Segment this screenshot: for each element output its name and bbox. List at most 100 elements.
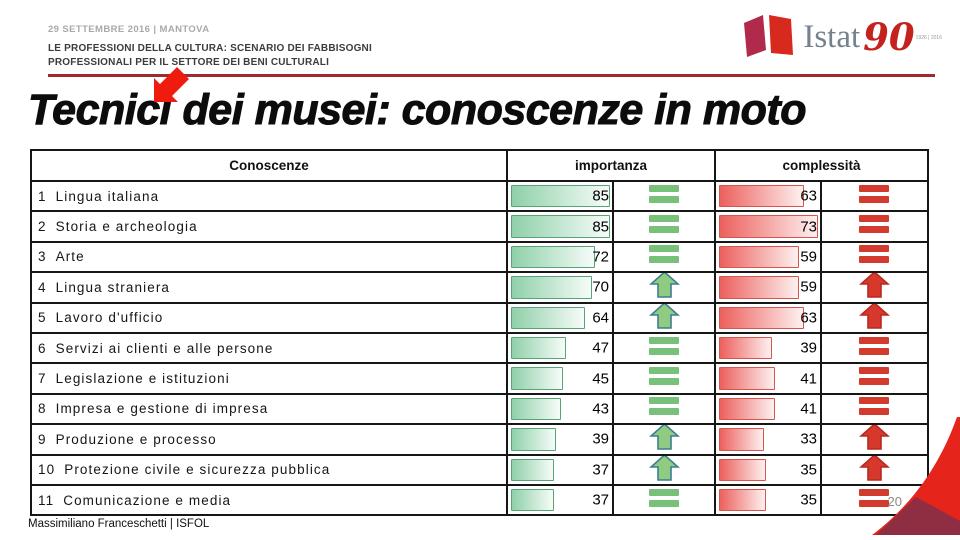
arrow-up-icon	[648, 273, 680, 301]
importanza-bar-cell: 45	[506, 364, 612, 393]
arrow-up-icon	[648, 425, 680, 453]
table-row: 9 Produzione e processo 39 33	[32, 423, 927, 454]
knowledge-name-cell: 2 Storia e archeologia	[32, 212, 506, 240]
importanza-bar-cell: 47	[506, 333, 612, 363]
knowledge-label: Impresa e gestione di impresa	[55, 401, 269, 417]
corner-decoration	[860, 417, 960, 540]
presentation-subtitle: LE PROFESSIONI DELLA CULTURA: SCENARIO D…	[48, 42, 372, 69]
istat-anniversary-years: 1926 | 2016	[915, 34, 942, 41]
equals-icon	[858, 213, 891, 240]
down-left-arrow-icon	[146, 64, 198, 113]
importanza-value: 45	[592, 370, 609, 388]
row-rank: 10	[38, 462, 56, 478]
complessita-bar	[719, 488, 767, 512]
importanza-trend-cell	[612, 425, 714, 454]
table-row: 5 Lavoro d'ufficio 64 63	[32, 301, 927, 332]
complessita-value: 39	[800, 339, 817, 357]
complessita-bar	[719, 397, 775, 421]
subtitle-line-2: PROFESSIONALI PER IL SETTORE DEI BENI CU…	[48, 56, 330, 68]
complessita-bar-cell: 35	[714, 455, 820, 484]
author-footer: Massimiliano Franceschetti | ISFOL	[28, 518, 210, 530]
complessita-bar-cell: 59	[714, 242, 820, 272]
complessita-value: 63	[800, 187, 817, 205]
importanza-trend-cell	[612, 333, 714, 363]
importanza-bar	[511, 336, 566, 360]
importanza-bar	[511, 245, 595, 269]
complessita-trend-cell	[820, 182, 927, 211]
complessita-bar-cell: 63	[714, 182, 820, 211]
istat-logo-text: Istat	[803, 19, 861, 55]
istat-books-icon	[742, 12, 798, 63]
row-rank: 6	[38, 340, 47, 356]
complessita-bar	[719, 306, 805, 329]
knowledge-label: Legislazione e istituzioni	[55, 371, 230, 387]
complessita-trend-cell	[820, 455, 927, 484]
table-header-row: Conoscenze importanza complessità	[32, 151, 927, 180]
complessita-bar-cell: 41	[714, 394, 820, 424]
knowledge-label: Protezione civile e sicurezza pubblica	[64, 462, 331, 478]
importanza-bar	[511, 215, 610, 238]
complessita-trend-cell	[820, 242, 927, 272]
complessita-bar-cell: 63	[714, 303, 820, 332]
complessita-bar-cell: 33	[714, 425, 820, 454]
equals-icon	[648, 487, 681, 514]
importanza-value: 37	[592, 461, 609, 479]
importanza-trend-cell	[612, 303, 714, 332]
importanza-value: 37	[592, 491, 609, 509]
arrow-up-icon	[858, 425, 891, 453]
importanza-bar	[511, 185, 610, 208]
complessita-value: 41	[800, 370, 817, 388]
importanza-bar-cell: 37	[506, 455, 612, 484]
equals-icon	[648, 213, 681, 240]
importanza-bar	[511, 488, 555, 512]
complessita-trend-cell	[820, 273, 927, 302]
importanza-bar	[511, 367, 564, 390]
complessita-trend-cell	[820, 212, 927, 241]
complessita-trend-cell	[820, 333, 927, 363]
row-rank: 5	[38, 310, 47, 326]
header-meta: 29 SETTEMBRE 2016 | MANTOVA LE PROFESSIO…	[48, 24, 372, 69]
table-row: 11 Comunicazione e media 37 35	[32, 483, 927, 515]
column-header-complessita: complessità	[714, 151, 927, 180]
knowledge-name-cell: 4 Lingua straniera	[32, 273, 506, 301]
row-rank: 7	[38, 371, 47, 387]
equals-icon	[858, 243, 891, 270]
table-row: 3 Arte 72 59	[32, 240, 927, 272]
complessita-value: 33	[800, 430, 817, 448]
equals-icon	[648, 183, 681, 210]
knowledge-table: Conoscenze importanza complessità 1 Lingu…	[30, 149, 929, 517]
importanza-bar-cell: 64	[506, 303, 612, 332]
importanza-bar-cell: 85	[506, 212, 612, 241]
equals-icon	[858, 365, 891, 392]
knowledge-name-cell: 8 Impresa e gestione di impresa	[32, 395, 506, 423]
importanza-trend-cell	[612, 273, 714, 302]
complessita-bar	[719, 367, 775, 390]
complessita-bar	[719, 185, 805, 208]
table-row: 1 Lingua italiana 85 63	[32, 180, 927, 211]
importanza-bar-cell: 85	[506, 182, 612, 211]
equals-icon	[648, 365, 681, 392]
row-rank: 9	[38, 431, 47, 447]
importanza-value: 39	[592, 430, 609, 448]
arrow-up-icon	[858, 273, 891, 301]
importanza-trend-cell	[612, 394, 714, 424]
complessita-bar-cell: 41	[714, 364, 820, 393]
row-rank: 4	[38, 279, 47, 295]
complessita-bar-cell: 73	[714, 212, 820, 241]
knowledge-name-cell: 9 Produzione e processo	[32, 425, 506, 453]
complessita-bar	[719, 276, 799, 299]
knowledge-label: Storia e archeologia	[55, 219, 198, 235]
importanza-value: 85	[592, 187, 609, 205]
knowledge-label: Lingua straniera	[55, 279, 171, 295]
complessita-trend-cell	[820, 364, 927, 393]
importanza-trend-cell	[612, 182, 714, 211]
importanza-value: 70	[592, 278, 609, 296]
complessita-value: 35	[800, 491, 817, 509]
istat-logo: Istat 90 1926 | 2016	[742, 12, 942, 63]
equals-icon	[648, 395, 681, 422]
complessita-bar	[719, 428, 764, 451]
complessita-trend-cell	[820, 425, 927, 454]
importanza-trend-cell	[612, 364, 714, 393]
equals-icon	[858, 487, 891, 514]
complessita-value: 59	[800, 248, 817, 266]
